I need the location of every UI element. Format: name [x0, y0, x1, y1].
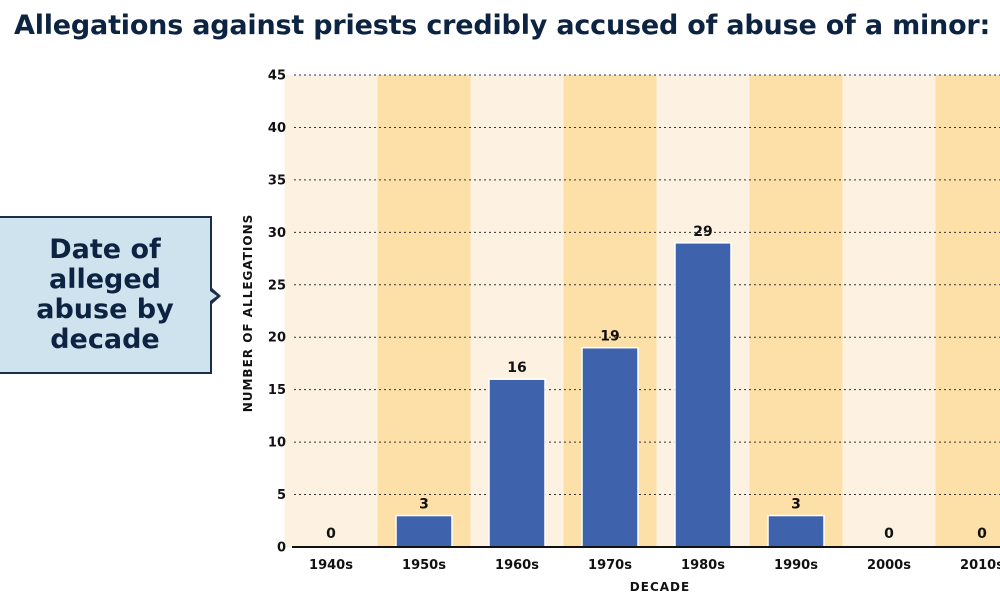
bar-1970s: [581, 346, 639, 548]
y-tick-label: 30: [268, 226, 286, 241]
y-tick-label: 45: [268, 69, 286, 84]
y-tick-label: 20: [268, 331, 286, 346]
x-tick-label-1960s: 1960s: [495, 558, 539, 573]
y-tick-label: 15: [268, 383, 286, 398]
value-label-2000s: 0: [884, 526, 894, 542]
band-1940s: [284, 75, 378, 547]
background-bands: [284, 75, 1000, 547]
x-tick-label-1970s: 1970s: [588, 558, 632, 573]
value-labels: 0 3 16 19 29 3 0 0: [326, 224, 987, 542]
y-tick-label: 35: [268, 173, 286, 188]
callout-text: Date of alleged abuse by decade: [36, 234, 174, 355]
x-tick-label-1940s: 1940s: [309, 558, 353, 573]
x-tick-label-1950s: 1950s: [402, 558, 446, 573]
callout-pointer-fill: [210, 291, 217, 301]
x-tick-label-2000s: 2000s: [867, 558, 911, 573]
band-1990s: [749, 75, 843, 547]
x-tick-label-2010s: 2010s: [960, 558, 1000, 573]
value-label-2010s: 0: [977, 526, 987, 542]
x-tick-label-1990s: 1990s: [774, 558, 818, 573]
y-tick-label: 40: [268, 121, 286, 136]
value-label-1970s: 19: [600, 329, 619, 345]
chart-title: Allegations against priests credibly acc…: [14, 10, 991, 41]
value-label-1990s: 3: [791, 497, 801, 513]
x-axis-title: DECADE: [630, 580, 690, 594]
y-tick-label: 25: [268, 278, 286, 293]
bar-1960s: [488, 378, 546, 548]
value-label-1980s: 29: [693, 224, 712, 240]
bar-1950s: [395, 514, 453, 548]
x-tick-label-1980s: 1980s: [681, 558, 725, 573]
value-label-1960s: 16: [507, 360, 526, 376]
value-label-1950s: 3: [419, 497, 429, 513]
bar-1990s: [767, 514, 825, 548]
band-1950s: [377, 75, 471, 547]
y-tick-label: 0: [277, 541, 286, 556]
x-tick-labels: 1940s 1950s 1960s 1970s 1980s 1990s 2000s 2010s: [309, 558, 1000, 573]
callout-box: Date of alleged abuse by decade: [0, 216, 212, 374]
bars: [395, 242, 825, 548]
y-tick-label: 5: [277, 488, 286, 503]
bar-1980s: [674, 242, 732, 548]
value-label-1940s: 0: [326, 526, 336, 542]
y-axis-title: NUMBER OF ALLEGATIONS: [241, 214, 255, 413]
band-2000s: [842, 75, 936, 547]
y-tick-labels: 0 5 10 15 20 25 30 35 40 45: [268, 69, 286, 556]
band-2010s: [935, 75, 1000, 547]
y-tick-label: 10: [268, 436, 286, 451]
